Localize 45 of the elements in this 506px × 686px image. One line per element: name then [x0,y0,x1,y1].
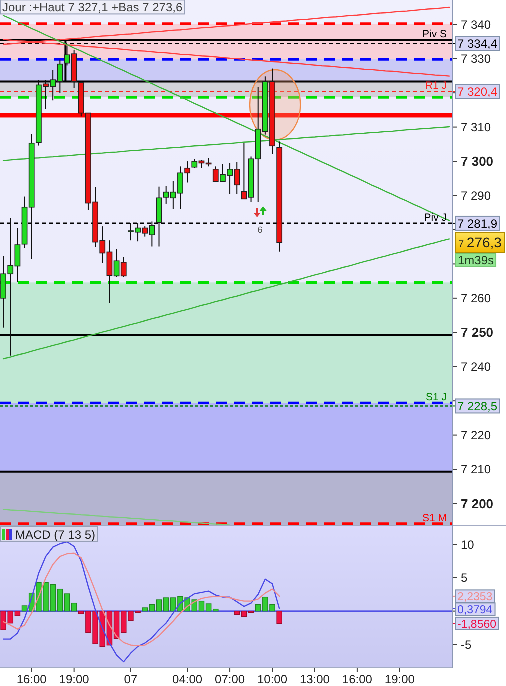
text: 0,3794 [458,604,494,617]
ref-line-label: R1 J [425,80,447,92]
y-tick-label: 7 310 [461,120,492,135]
line-series [2,238,450,360]
ref-line-label: S1 J [426,392,447,404]
text: 7 276,3 [458,234,502,251]
text: 1m39s [458,253,494,268]
chart-title: MACD (7 13 5) [16,528,96,542]
line-series [2,552,280,647]
bar [276,610,282,624]
line-series [2,541,280,663]
y-tick-label: 7 240 [461,360,492,374]
text: 7 281,9 [458,216,498,231]
x-tick-label: 04:00 [172,672,203,686]
x-tick-label: 07:00 [215,672,246,686]
x-tick-label: 19:00 [59,672,90,686]
text: 7 228,5 [458,400,498,414]
text: 7 320,4 [458,85,498,100]
text: 2,2353 [458,592,493,604]
x-tick-label: 13:00 [300,672,330,686]
ref-line-label: S1 M [422,512,447,524]
y-tick-label: 5 [461,571,468,586]
x-tick-label: 16:00 [16,672,48,686]
text: -1,8560 [458,618,497,631]
x-tick-label: 07 [124,672,138,686]
line-series [2,15,450,222]
line-series [2,508,231,526]
y-tick-label: 7 200 [461,496,494,512]
y-tick-label: 7 340 [461,18,492,32]
annotation: 6 [258,225,263,235]
x-tick-label: 10:00 [257,672,288,686]
y-tick-label: 7 250 [461,325,494,340]
y-tick-label: 7 210 [461,462,492,477]
y-tick-label: -5 [461,638,472,652]
text: 7 334,4 [458,37,498,52]
y-tick-label: 7 290 [461,188,492,203]
y-tick-label: 7 300 [461,154,494,170]
x-tick-label: 16:00 [342,672,373,686]
y-tick-label: 10 [461,538,475,552]
ref-line-label: Piv S [422,28,447,41]
chart-title: Jour :+Haut 7 327,1 +Bas 7 273,6 [2,0,183,15]
y-tick-label: 7 260 [461,292,492,306]
x-tick-label: 19:00 [384,672,416,686]
y-tick-label: 7 220 [461,428,492,443]
y-tick-label: 7 330 [461,52,492,66]
